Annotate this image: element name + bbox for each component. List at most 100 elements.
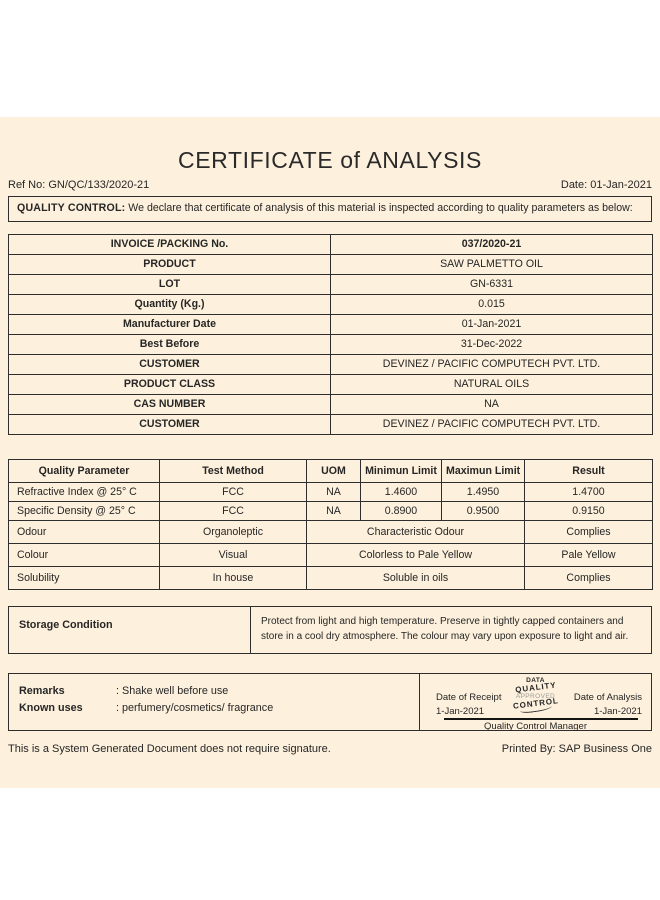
- info-value: 0.015: [330, 293, 653, 315]
- column-header: Result: [524, 458, 653, 483]
- ref-number: Ref No: GN/QC/133/2020-21: [8, 179, 150, 191]
- specification: Colorless to Pale Yellow: [306, 542, 525, 567]
- info-value: NA: [330, 393, 653, 415]
- parameter-name: Colour: [8, 542, 160, 567]
- quality-parameters-table: Quality Parameter Test Method UOM Minimu…: [8, 458, 653, 590]
- column-header: UOM: [306, 458, 361, 483]
- parameter-name: Specific Density @ 25° C: [8, 500, 160, 521]
- info-value: 31-Dec-2022: [330, 333, 653, 355]
- info-label: LOT: [8, 273, 331, 295]
- known-uses-row: Known uses : perfumery/cosmetics/ fragra…: [19, 702, 411, 714]
- info-label: CUSTOMER: [8, 413, 331, 435]
- parameter-name: Refractive Index @ 25° C: [8, 481, 160, 502]
- column-header: Test Method: [159, 458, 307, 483]
- system-generated-note: This is a System Generated Document does…: [8, 742, 331, 755]
- remarks-row: Remarks : Shake well before use: [19, 685, 411, 697]
- table-row: PRODUCT CLASS NATURAL OILS: [8, 373, 653, 395]
- signature-section: Date of Receipt 1-Jan-2021 DATA QUALITY …: [420, 674, 651, 732]
- known-uses-value: : perfumery/cosmetics/ fragrance: [116, 701, 274, 714]
- table-row: CUSTOMER DEVINEZ / PACIFIC COMPUTECH PVT…: [8, 353, 653, 375]
- table-row: Specific Density @ 25° C FCC NA 0.8900 0…: [8, 500, 653, 521]
- info-value: DEVINEZ / PACIFIC COMPUTECH PVT. LTD.: [330, 413, 653, 435]
- table-row: CUSTOMER DEVINEZ / PACIFIC COMPUTECH PVT…: [8, 413, 653, 435]
- table-row: PRODUCT SAW PALMETTO OIL: [8, 253, 653, 275]
- page-title: CERTIFICATE of ANALYSIS: [178, 147, 482, 173]
- table-row: Quantity (Kg.) 0.015: [8, 293, 653, 315]
- info-value: 01-Jan-2021: [330, 313, 653, 335]
- table-row: Manufacturer Date 01-Jan-2021: [8, 313, 653, 335]
- result-value: 1.4700: [524, 481, 653, 502]
- info-label: PRODUCT CLASS: [8, 373, 331, 395]
- stamp-text: DATA: [526, 676, 545, 684]
- signature-line: [444, 717, 638, 721]
- document-date: Date: 01-Jan-2021: [560, 179, 652, 191]
- reference-row: Ref No: GN/QC/133/2020-21 Date: 01-Jan-2…: [8, 179, 652, 191]
- quality-control-statement: QUALITY CONTROL: We declare that certifi…: [8, 196, 652, 222]
- specification: Characteristic Odour: [306, 519, 525, 544]
- specification: Soluble in oils: [306, 565, 525, 590]
- info-value: DEVINEZ / PACIFIC COMPUTECH PVT. LTD.: [330, 353, 653, 375]
- quality-control-text: We declare that certificate of analysis …: [125, 202, 633, 214]
- info-label: INVOICE /PACKING No.: [8, 233, 331, 255]
- result-value: 0.9150: [524, 500, 653, 521]
- test-method: FCC: [159, 481, 307, 502]
- date-of-receipt-label: Date of Receipt: [436, 691, 502, 703]
- table-row: CAS NUMBER NA: [8, 393, 653, 415]
- remarks-section: Remarks : Shake well before use Known us…: [9, 673, 420, 730]
- uom-value: NA: [306, 481, 361, 502]
- storage-condition-text: Protect from light and high temperature.…: [261, 616, 629, 642]
- remarks-value: : Shake well before use: [116, 684, 229, 697]
- storage-condition-label: Storage Condition: [9, 606, 251, 653]
- info-label: CAS NUMBER: [8, 393, 331, 415]
- parameter-name: Solubility: [8, 565, 160, 590]
- column-header: Maximun Limit: [441, 458, 525, 483]
- table-row: Odour Organoleptic Characteristic Odour …: [8, 519, 653, 544]
- test-method: Visual: [159, 542, 307, 567]
- date-of-receipt-value: 1-Jan-2021: [436, 706, 485, 718]
- info-value: GN-6331: [330, 273, 653, 295]
- quality-control-label: QUALITY CONTROL:: [17, 202, 126, 214]
- max-limit: 1.4950: [441, 481, 525, 502]
- info-label: Manufacturer Date: [8, 313, 331, 335]
- column-header: Minimun Limit: [360, 458, 442, 483]
- table-row: LOT GN-6331: [8, 273, 653, 295]
- certificate-document: CERTIFICATE of ANALYSIS Ref No: GN/QC/13…: [0, 117, 660, 788]
- info-label: CUSTOMER: [8, 353, 331, 375]
- info-value: NATURAL OILS: [330, 373, 653, 395]
- date-of-receipt: Date of Receipt 1-Jan-2021: [436, 691, 501, 720]
- remarks-signature-box: Remarks : Shake well before use Known us…: [8, 672, 652, 732]
- table-header-row: Quality Parameter Test Method UOM Minimu…: [8, 458, 653, 483]
- result-value: Complies: [524, 519, 653, 544]
- result-value: Complies: [524, 565, 653, 590]
- document-footer: This is a System Generated Document does…: [8, 743, 652, 755]
- date-of-analysis: Date of Analysis 1-Jan-2021: [574, 691, 642, 720]
- test-method: Organoleptic: [159, 519, 307, 544]
- parameter-name: Odour: [8, 519, 160, 544]
- info-value: 037/2020-21: [330, 233, 653, 255]
- info-value: SAW PALMETTO OIL: [330, 253, 653, 275]
- test-method: In house: [159, 565, 307, 590]
- quality-control-manager-label: Quality Control Manager: [484, 720, 587, 732]
- table-row: INVOICE /PACKING No. 037/2020-21: [8, 233, 653, 255]
- date-of-analysis-value: 1-Jan-2021: [593, 706, 642, 718]
- info-label: Quantity (Kg.): [8, 293, 331, 315]
- result-value: Pale Yellow: [524, 542, 653, 567]
- info-label: PRODUCT: [8, 253, 331, 275]
- product-info-table: INVOICE /PACKING No. 037/2020-21 PRODUCT…: [8, 233, 653, 435]
- remarks-label: Remarks: [19, 684, 65, 697]
- table-row: Refractive Index @ 25° C FCC NA 1.4600 1…: [8, 481, 653, 502]
- known-uses-label: Known uses: [19, 701, 83, 714]
- info-label: Best Before: [8, 333, 331, 355]
- min-limit: 0.8900: [360, 500, 442, 521]
- date-of-analysis-label: Date of Analysis: [573, 691, 642, 703]
- quality-approved-stamp-icon: DATA QUALITY APPROVED CONTROL: [501, 676, 571, 715]
- table-row: Best Before 31-Dec-2022: [8, 333, 653, 355]
- max-limit: 0.9500: [441, 500, 525, 521]
- table-row: Colour Visual Colorless to Pale Yellow P…: [8, 542, 653, 567]
- test-method: FCC: [159, 500, 307, 521]
- uom-value: NA: [306, 500, 361, 521]
- column-header: Quality Parameter: [8, 458, 160, 483]
- printed-by-note: Printed By: SAP Business One: [501, 742, 652, 755]
- storage-condition-box: Storage Condition Protect from light and…: [8, 605, 652, 654]
